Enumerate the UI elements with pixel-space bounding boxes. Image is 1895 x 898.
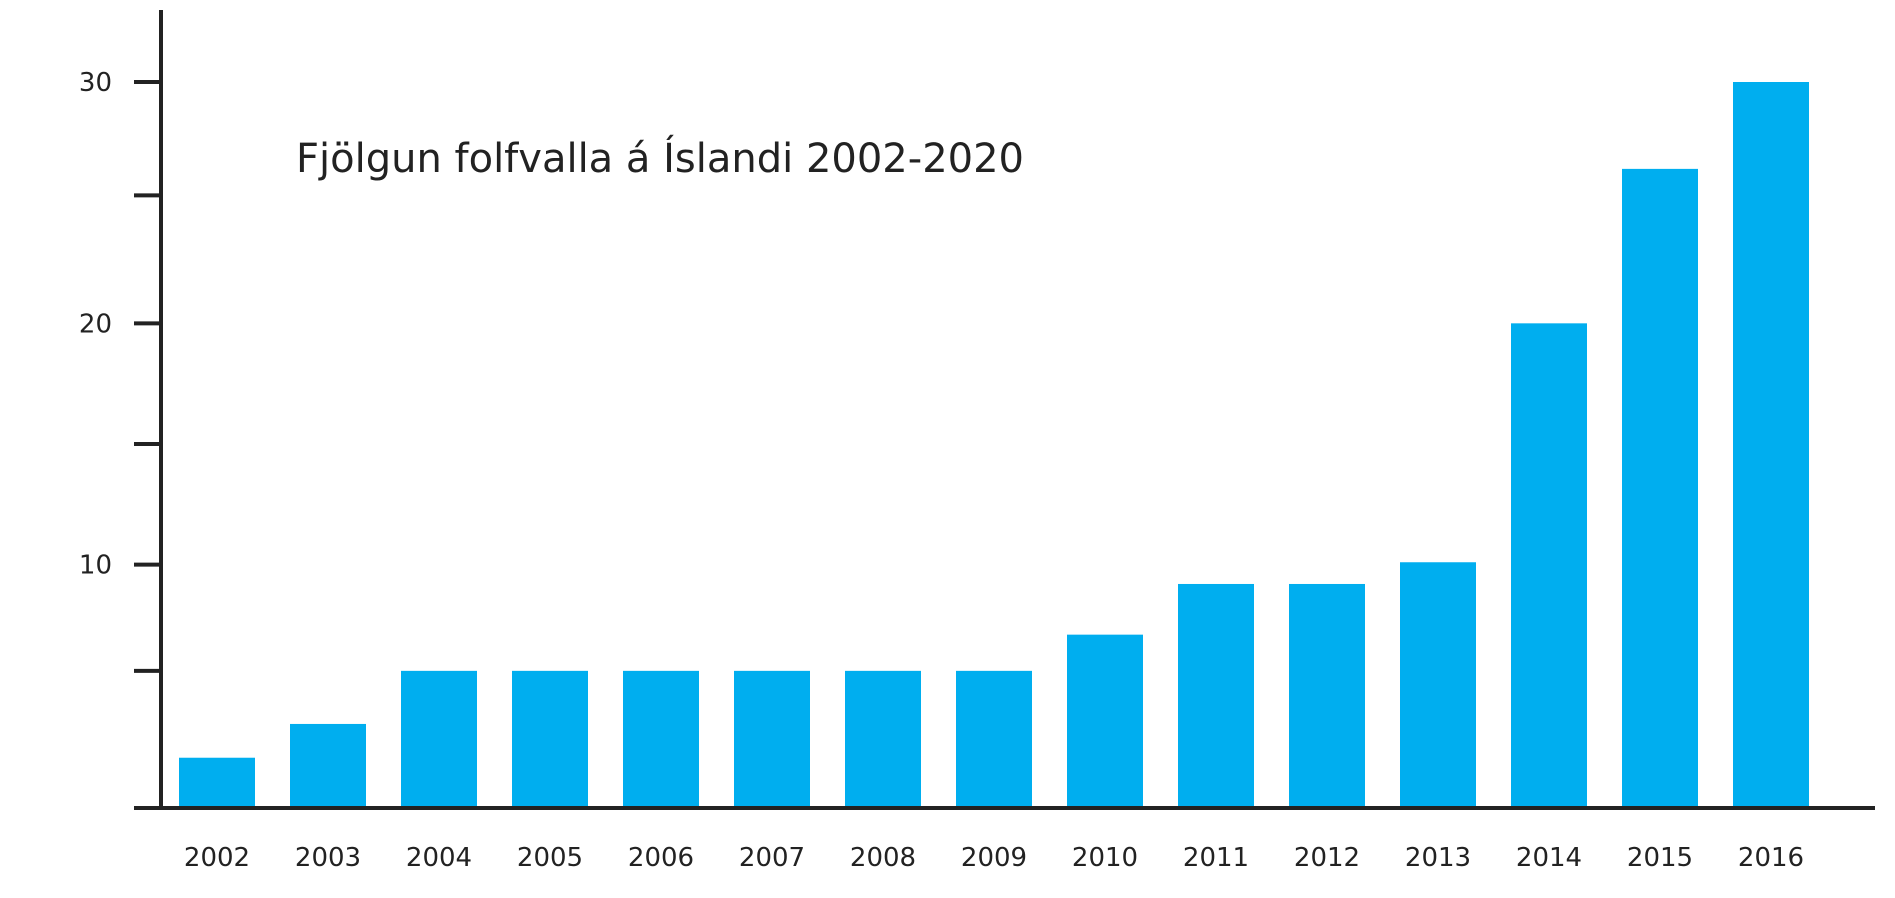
x-tick-label-2009: 2009	[961, 843, 1027, 873]
x-tick-label-2011: 2011	[1183, 843, 1249, 873]
bar-2002	[179, 757, 255, 806]
bar-2012	[1289, 583, 1365, 806]
x-tick-label-2014: 2014	[1516, 843, 1582, 873]
y-tick-label-20: 20	[79, 309, 112, 339]
y-tick-label-10: 10	[79, 551, 112, 581]
bar-2009	[956, 670, 1032, 806]
x-labels-group: 2002 2003 2004 2005 2006 2007 2008 2009 2010 2011…	[184, 843, 1804, 873]
bar-2007	[734, 670, 810, 806]
chart-title: Fjölgun folfvalla á Íslandi 2002-2020	[296, 134, 1024, 182]
x-tick-label-2015: 2015	[1627, 843, 1693, 873]
bar-2005	[512, 670, 588, 806]
x-tick-label-2004: 2004	[406, 843, 472, 873]
bar-2011	[1178, 583, 1254, 806]
bar-2013	[1400, 562, 1476, 806]
x-tick-label-2013: 2013	[1405, 843, 1471, 873]
x-tick-label-2012: 2012	[1294, 843, 1360, 873]
x-tick-label-2010: 2010	[1072, 843, 1138, 873]
x-tick-label-2007: 2007	[739, 843, 805, 873]
bars-group	[179, 82, 1809, 806]
bar-2004	[401, 670, 477, 806]
x-tick-label-2005: 2005	[517, 843, 583, 873]
y-ticks-group: 10 20 30	[79, 68, 161, 673]
x-tick-label-2006: 2006	[628, 843, 694, 873]
bar-2014	[1511, 323, 1587, 806]
x-tick-label-2003: 2003	[295, 843, 361, 873]
x-tick-label-2002: 2002	[184, 843, 250, 873]
bar-2003	[290, 723, 366, 806]
bar-2015	[1622, 168, 1698, 806]
bar-2010	[1067, 634, 1143, 806]
x-tick-label-2016: 2016	[1738, 843, 1804, 873]
x-tick-label-2008: 2008	[850, 843, 916, 873]
bar-2016	[1733, 82, 1809, 806]
bar-2006	[623, 670, 699, 806]
y-tick-label-30: 30	[79, 68, 112, 98]
bar-2008	[845, 670, 921, 806]
